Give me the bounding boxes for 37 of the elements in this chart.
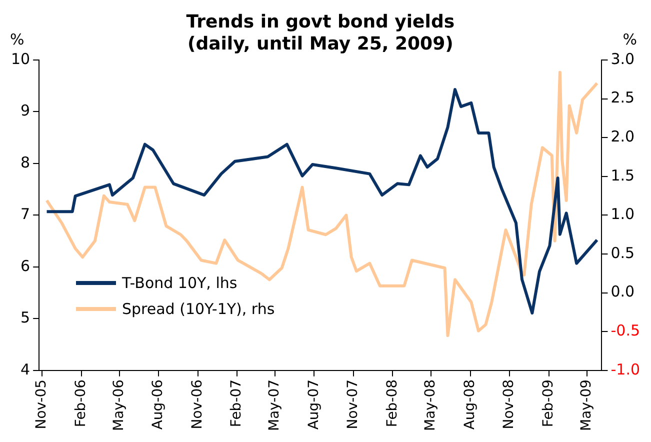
x-tick-label: May-09 bbox=[578, 379, 594, 432]
y-tick-label: 8 bbox=[20, 153, 30, 172]
x-tick-label: May-07 bbox=[266, 379, 283, 432]
x-tick-label: Nov-05 bbox=[34, 379, 50, 430]
y2-tick-label: 2.0 bbox=[610, 128, 635, 146]
y2-axis-title: % bbox=[622, 30, 637, 48]
x-tick-label: Aug-07 bbox=[306, 379, 322, 430]
y2-tick-label: 1.5 bbox=[610, 166, 635, 184]
y2-tick-label: 0.5 bbox=[610, 244, 635, 262]
y2-tick-label: -0.5 bbox=[610, 322, 640, 340]
x-tick-label: Feb-08 bbox=[384, 379, 400, 428]
legend-label: Spread (10Y-1Y), rhs bbox=[122, 299, 275, 320]
y-tick-label: 6 bbox=[20, 256, 30, 275]
y2-tick-label: 3.0 bbox=[610, 50, 635, 68]
x-tick-label: Feb-09 bbox=[540, 379, 556, 428]
y-tick-label: 7 bbox=[20, 205, 30, 224]
y-tick-label: 10 bbox=[10, 50, 30, 68]
y2-tick-label: 0.0 bbox=[610, 282, 635, 301]
legend-label: T-Bond 10Y, lhs bbox=[122, 273, 238, 294]
x-tick-label: May-08 bbox=[422, 379, 439, 432]
y-tick-label: 5 bbox=[20, 308, 30, 327]
y2-tick-label: 1.0 bbox=[610, 205, 635, 224]
x-tick-label: Aug-06 bbox=[150, 379, 166, 430]
x-tick-label: Nov-07 bbox=[345, 379, 362, 430]
y2-tick-label: 2.5 bbox=[610, 88, 635, 107]
chart-title: Trends in govt bond yields bbox=[186, 12, 455, 33]
x-tick-label: Feb-07 bbox=[228, 379, 245, 428]
y2-tick-label: -1.0 bbox=[610, 360, 640, 378]
chart-subtitle: (daily, until May 25, 2009) bbox=[187, 34, 454, 55]
x-tick-label: Aug-08 bbox=[462, 379, 478, 430]
x-tick-label: Nov-08 bbox=[501, 379, 518, 430]
y-tick-label: 9 bbox=[20, 102, 30, 120]
y-axis-title: % bbox=[10, 30, 24, 48]
x-tick-label: Nov-06 bbox=[189, 379, 206, 430]
y-tick-label: 4 bbox=[20, 360, 30, 378]
x-tick-label: Feb-06 bbox=[72, 379, 89, 428]
x-tick-label: May-06 bbox=[110, 379, 127, 432]
